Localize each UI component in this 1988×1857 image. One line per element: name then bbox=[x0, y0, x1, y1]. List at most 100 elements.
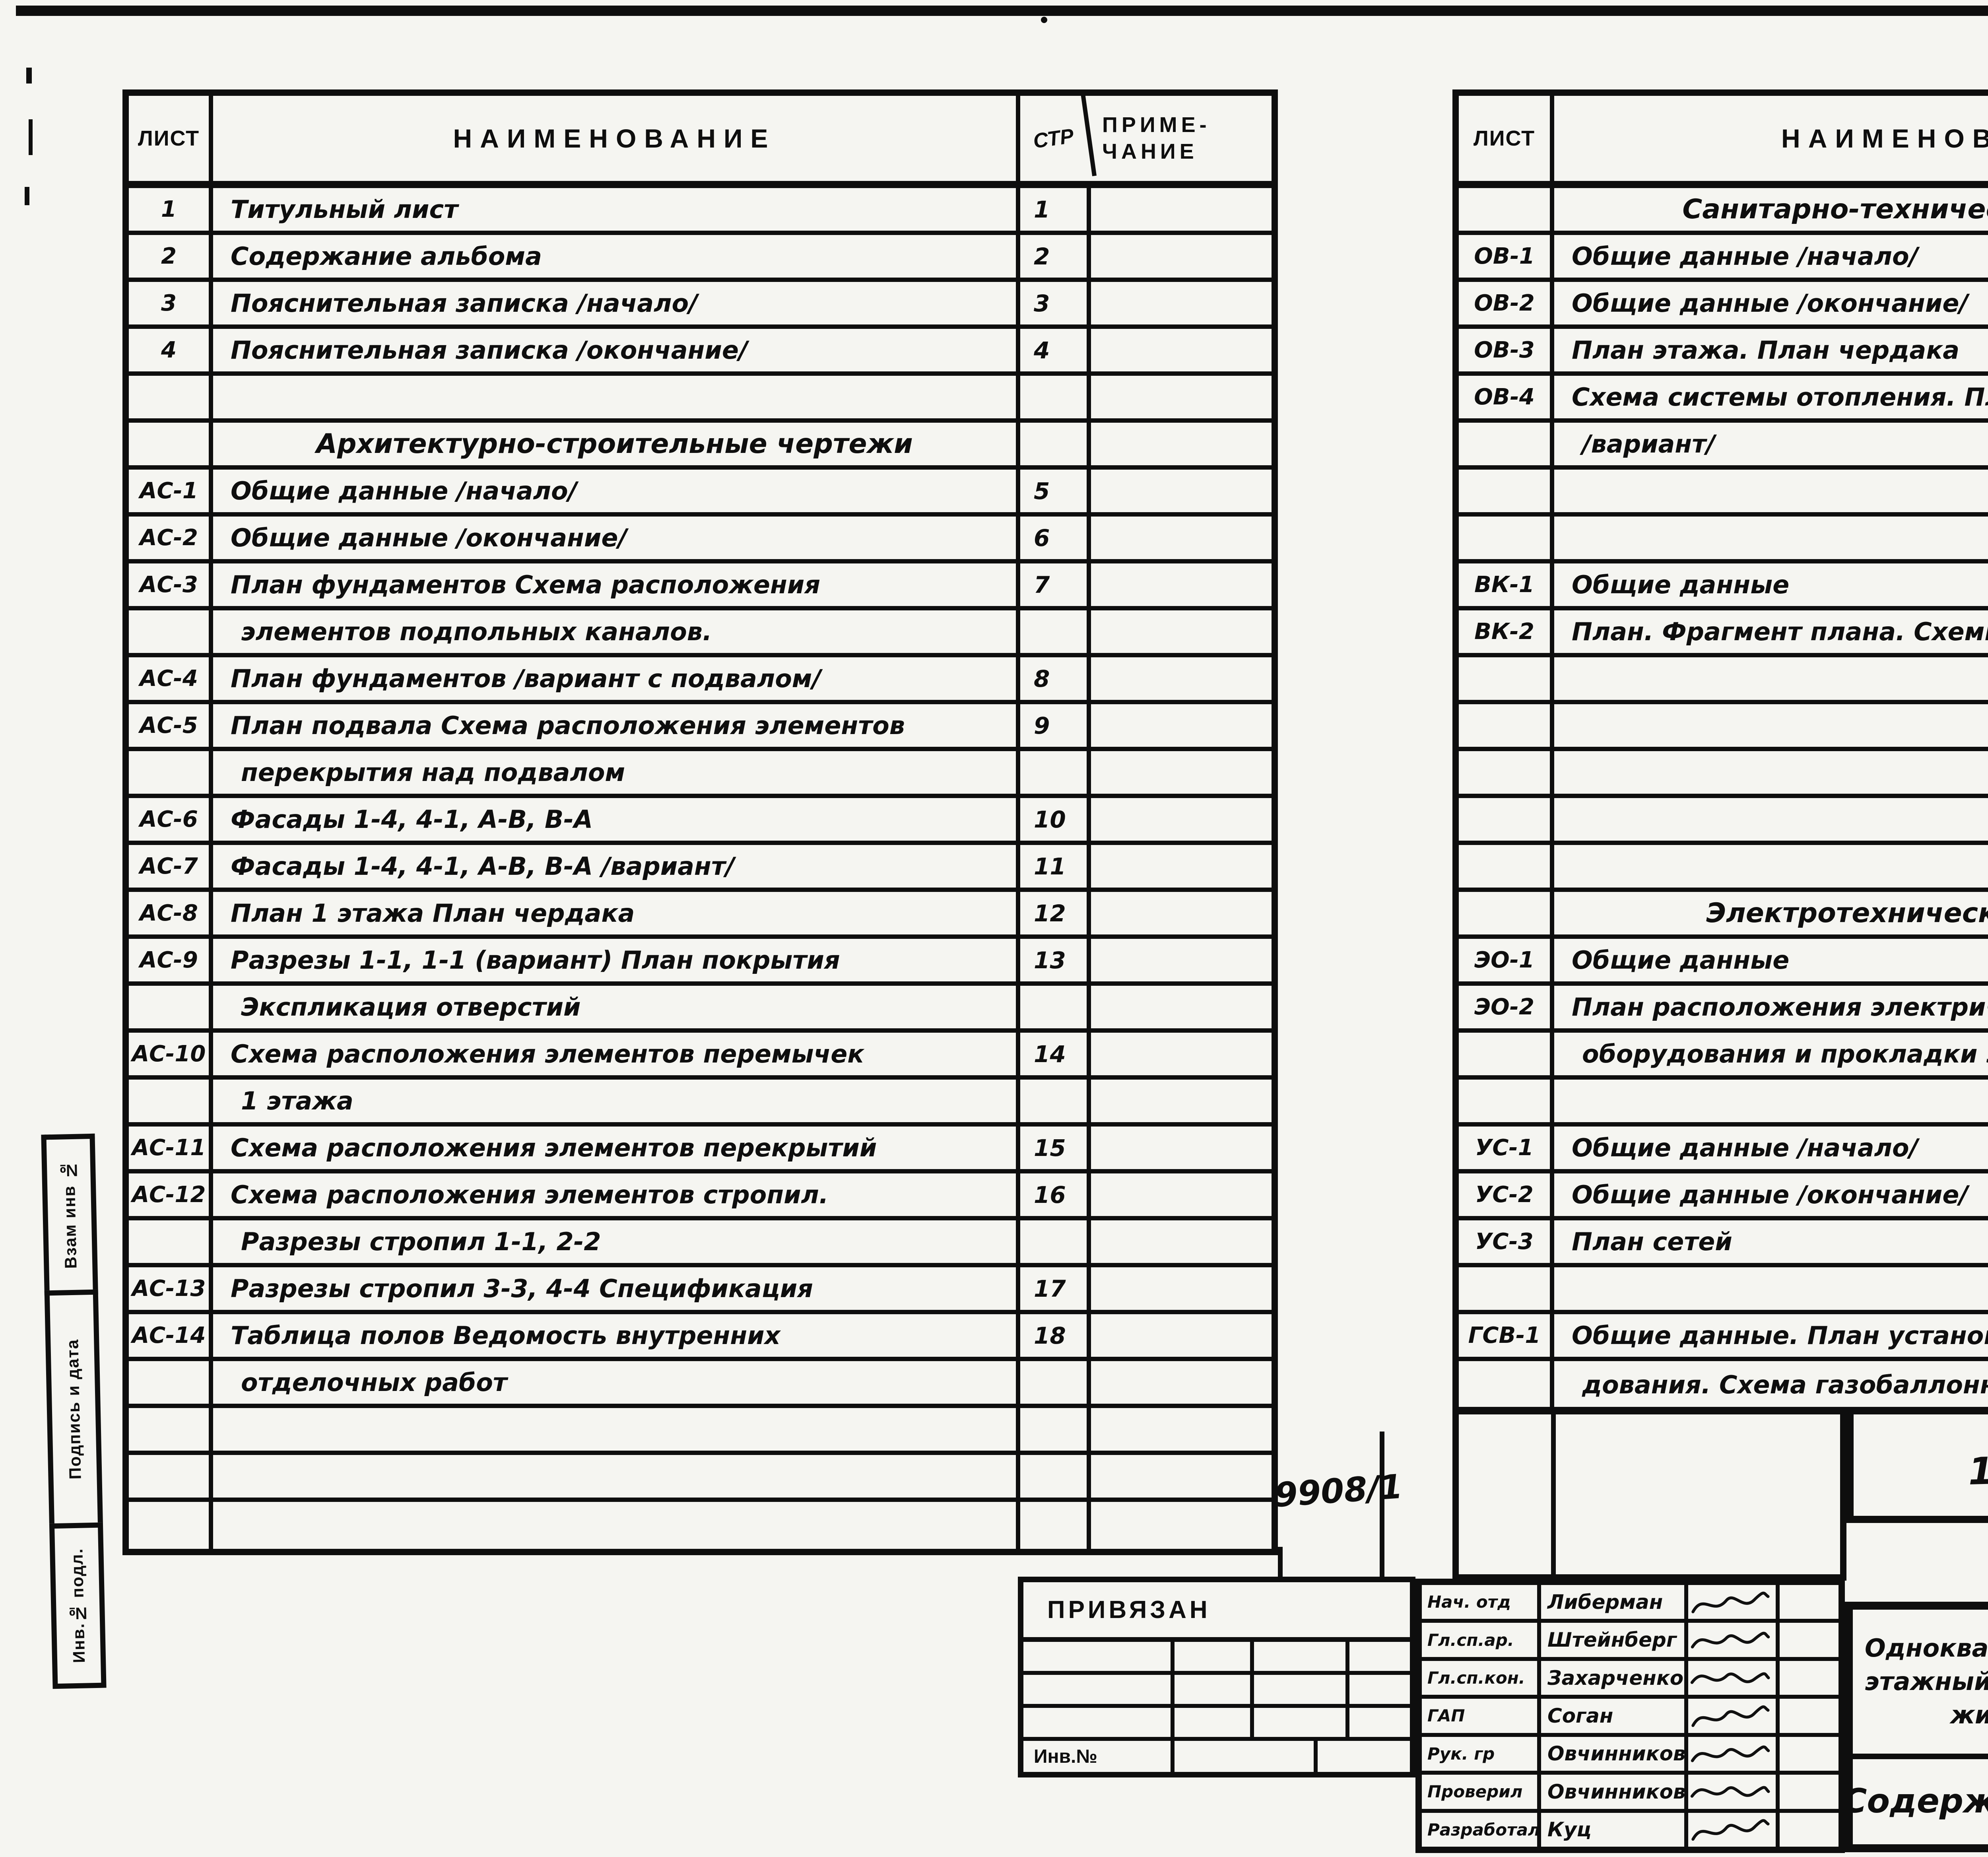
document-code-cell: 184 - 24 - 262. 13. 87. bbox=[1846, 1407, 1988, 1523]
cell-sheet-code: ОВ-1 bbox=[1459, 235, 1554, 278]
toc-table-left: ЛИСТ НАИМЕНОВАНИЕ СТР ПРИМЕ- ЧАНИЕ 1 Титу… bbox=[122, 89, 1278, 1555]
cell-note bbox=[1091, 892, 1272, 934]
cell-note bbox=[1091, 1455, 1272, 1498]
cell-page: 4 bbox=[1020, 329, 1091, 371]
cell-name: План 1 этажа План чердака bbox=[213, 892, 1020, 934]
scan-speck bbox=[26, 68, 32, 84]
cell-name: Общие данные /окончание/ bbox=[213, 517, 1020, 559]
document-code: 184 - 24 - 262. 13. 87. bbox=[1967, 1436, 1988, 1494]
cell-sheet-code: АС-5 bbox=[129, 704, 213, 747]
cell-note bbox=[1091, 376, 1272, 418]
gap-right-line bbox=[1380, 1432, 1384, 1581]
signature-name: Штейнберг bbox=[1541, 1623, 1688, 1657]
signature-row: ГАП Соган bbox=[1422, 1699, 1839, 1737]
cell-name: Фасады 1-4, 4-1, А-В, В-А bbox=[213, 798, 1020, 841]
cell-note bbox=[1091, 704, 1272, 747]
column-header-sheet: ЛИСТ bbox=[1459, 96, 1554, 181]
cell-sheet-code: ОВ-3 bbox=[1459, 329, 1554, 371]
cell-sheet-code bbox=[1459, 892, 1554, 934]
side-strip-label: Подпись и дата bbox=[62, 1338, 85, 1480]
cell-name: оборудования и прокладки электрических с… bbox=[1554, 1033, 1988, 1075]
cell-page: 12 bbox=[1020, 892, 1091, 934]
cell-name: Общие данные bbox=[1554, 563, 1988, 606]
project-name-line1: Одноквартирный одно- bbox=[1865, 1634, 1988, 1663]
table-row-blank bbox=[1459, 704, 1988, 751]
cell-sheet-code: ОВ-4 bbox=[1459, 376, 1554, 418]
cell-name: Архитектурно-строительные чертежи bbox=[213, 423, 1020, 465]
signature-name: Соган bbox=[1541, 1699, 1688, 1733]
cell-note bbox=[1091, 282, 1272, 324]
cell-name bbox=[1554, 798, 1988, 841]
table-row-item: АС-14 Таблица полов Ведомость внутренних 1… bbox=[129, 1314, 1272, 1361]
cell-sheet-code: ЭО-1 bbox=[1459, 939, 1554, 981]
cell-note bbox=[1091, 986, 1272, 1028]
cell-name: перекрытия над подвалом bbox=[213, 751, 1020, 794]
cell-sheet-code: АС-9 bbox=[129, 939, 213, 981]
column-header-name: НАИМЕНОВАНИЕ bbox=[1554, 96, 1988, 181]
cell-sheet-code bbox=[129, 1408, 213, 1451]
table-row-item: АС-2 Общие данные /окончание/6 bbox=[129, 517, 1272, 563]
cell-sheet-code: 1 bbox=[129, 188, 213, 231]
cell-note bbox=[1091, 751, 1272, 794]
cell-name bbox=[213, 1502, 1020, 1549]
project-name-cell: Одноквартирный одно- этажный 4-комнатный… bbox=[1853, 1610, 1988, 1754]
cell-sheet-code bbox=[1459, 1267, 1554, 1310]
cell-sheet-code: АС-8 bbox=[129, 892, 213, 934]
table-row-cont: отделочных работ bbox=[129, 1361, 1272, 1408]
cell-sheet-code: АС-14 bbox=[129, 1314, 213, 1357]
table-row-item: 1 Титульный лист 1 bbox=[129, 188, 1272, 235]
cell-page bbox=[1020, 423, 1091, 465]
cell-sheet-code: АС-13 bbox=[129, 1267, 213, 1310]
project-name-line3: жилой дом bbox=[1950, 1700, 1988, 1729]
cell-name bbox=[213, 376, 1020, 418]
cell-name: Схема расположения элементов перекрытий bbox=[213, 1127, 1020, 1169]
toc-left-body: 1 Титульный лист 1 2 Содержание альбома 2 3 Поя… bbox=[129, 188, 1272, 1549]
cell-name: План сетей bbox=[1554, 1220, 1988, 1263]
table-row-cont: 1 этажа bbox=[129, 1080, 1272, 1127]
cell-page: 2 bbox=[1020, 235, 1091, 278]
signature-scribble bbox=[1688, 1661, 1780, 1695]
scan-speck bbox=[29, 119, 33, 155]
cell-note bbox=[1091, 563, 1272, 606]
cell-name: Таблица полов Ведомость внутренних bbox=[213, 1314, 1020, 1357]
side-strip-box: Инв.№ подл. bbox=[49, 1522, 107, 1689]
cell-page bbox=[1020, 1361, 1091, 1404]
column-header-name: НАИМЕНОВАНИЕ bbox=[213, 96, 1020, 181]
cell-page bbox=[1020, 1502, 1091, 1549]
table-row-cont: /вариант/ bbox=[1459, 423, 1988, 470]
cell-name bbox=[213, 1455, 1020, 1498]
cell-name: Электротехнические чертежи bbox=[1554, 892, 1988, 934]
table-row-item: АС-9 Разрезы 1-1, 1-1 (вариант) План покр… bbox=[129, 939, 1272, 986]
cell-name: Разрезы 1-1, 1-1 (вариант) План покрытия bbox=[213, 939, 1020, 981]
signature-extra-cell bbox=[1780, 1661, 1839, 1695]
cell-page: 1 bbox=[1020, 188, 1091, 231]
table-row-blank bbox=[1459, 798, 1988, 845]
table-row-blank bbox=[1459, 1080, 1988, 1127]
cell-note bbox=[1091, 1080, 1272, 1122]
signature-role: Гл.сп.ар. bbox=[1422, 1623, 1541, 1657]
signature-extra-cell bbox=[1780, 1775, 1839, 1808]
table-row-cont: Экспликация отверстий bbox=[129, 986, 1272, 1033]
table-row-cont: Разрезы стропил 1-1, 2-2 bbox=[129, 1220, 1272, 1267]
table-row-blank bbox=[129, 1455, 1272, 1502]
cell-sheet-code: АС-3 bbox=[129, 563, 213, 606]
cell-name bbox=[1554, 704, 1988, 747]
cell-sheet-code: АС-10 bbox=[129, 1033, 213, 1075]
cell-sheet-code bbox=[129, 751, 213, 794]
signature-scribble bbox=[1688, 1812, 1780, 1847]
privyazan-inventory-row: Инв.№ bbox=[1023, 1741, 1410, 1772]
cell-sheet-code bbox=[1459, 657, 1554, 700]
signature-role: Проверил bbox=[1422, 1775, 1541, 1809]
cell-name bbox=[1554, 1267, 1988, 1310]
signature-row: Нач. отд Либерман bbox=[1422, 1585, 1839, 1623]
toc-left-header-row: ЛИСТ НАИМЕНОВАНИЕ СТР ПРИМЕ- ЧАНИЕ bbox=[129, 91, 1272, 188]
table-row-cont: перекрытия над подвалом bbox=[129, 751, 1272, 798]
cell-name: Общие данные /начало/ bbox=[1554, 235, 1988, 278]
table-row-item: 4 Пояснительная записка /окончание/4 bbox=[129, 329, 1272, 376]
cell-page: 3 bbox=[1020, 282, 1091, 324]
cell-name: 1 этажа bbox=[213, 1080, 1020, 1122]
